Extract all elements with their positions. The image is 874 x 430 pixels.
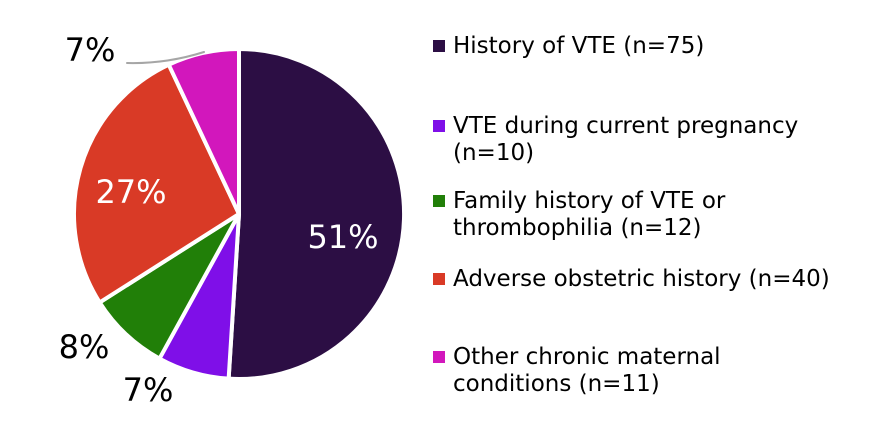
legend-item-label: Family history of VTE or thrombophilia (… (453, 188, 726, 241)
percent-label-1: 7% (123, 371, 174, 409)
legend-marker-icon (433, 195, 445, 207)
percent-label-4: 7% (65, 31, 116, 69)
legend-item-family-history: Family history of VTE or thrombophilia (… (433, 188, 725, 241)
legend-item-label: Other chronic maternal conditions (n=11) (453, 344, 721, 397)
legend-item-other-chronic: Other chronic maternal conditions (n=11) (433, 344, 721, 397)
legend-marker-icon (433, 273, 445, 285)
leader-line (126, 51, 205, 65)
legend-item-history-of-vte: History of VTE (n=75) (433, 33, 704, 60)
percent-label-3: 27% (95, 173, 166, 211)
pie-chart: 51% 7% 8% 27% 7% (59, 31, 406, 409)
legend-marker-icon (433, 120, 445, 132)
pie-slice-3 (72, 62, 241, 305)
legend-item-adverse-obstetric: Adverse obstetric history (n=40) (433, 266, 830, 293)
pie-slice-0 (226, 47, 406, 381)
legend-item-label: VTE during current pregnancy (n=10) (453, 113, 799, 166)
legend-item-label: Adverse obstetric history (n=40) (453, 266, 830, 292)
legend-marker-icon (433, 40, 445, 52)
legend-item-label: History of VTE (n=75) (453, 33, 705, 59)
percent-label-0: 51% (307, 218, 378, 256)
legend-marker-icon (433, 351, 445, 363)
legend: History of VTE (n=75) VTE during current … (433, 0, 874, 430)
legend-item-vte-current-pregnancy: VTE during current pregnancy (n=10) (433, 113, 798, 166)
percent-label-2: 8% (59, 328, 110, 366)
